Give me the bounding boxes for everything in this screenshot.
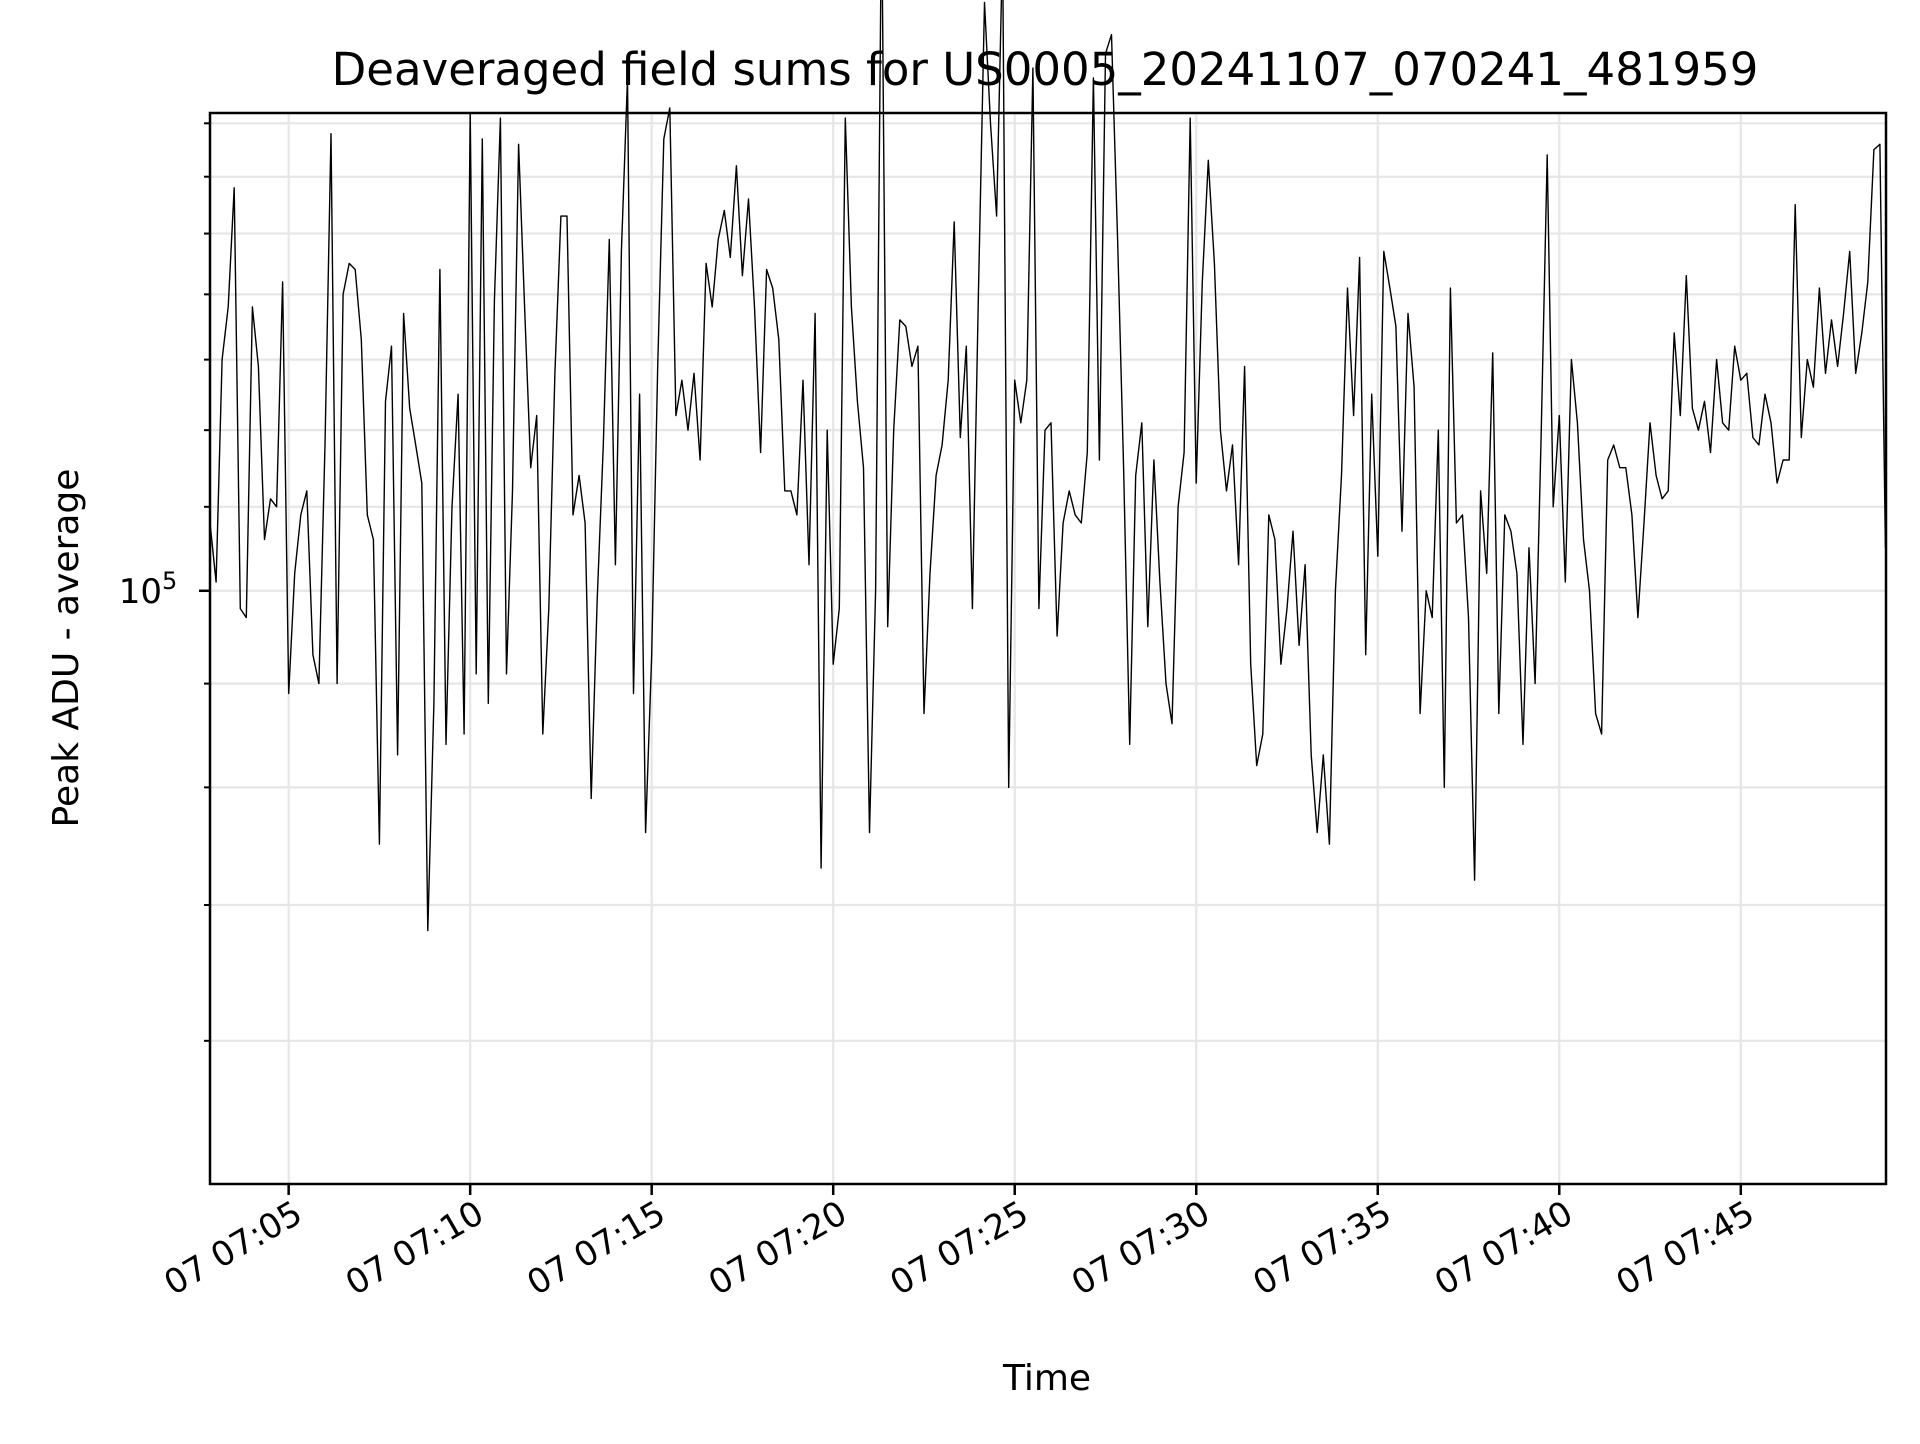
y-tick-label: 105 xyxy=(119,567,178,612)
chart-title: Deaveraged field sums for US0005_2024110… xyxy=(332,43,1759,96)
y-axis-label: Peak ADU - average xyxy=(46,469,87,828)
plot-frame xyxy=(208,111,1888,1186)
series-line xyxy=(209,0,1887,932)
x-axis-label: Time xyxy=(1002,1358,1091,1399)
data-layer xyxy=(209,0,1887,932)
y-axis: 105 xyxy=(119,122,210,1042)
